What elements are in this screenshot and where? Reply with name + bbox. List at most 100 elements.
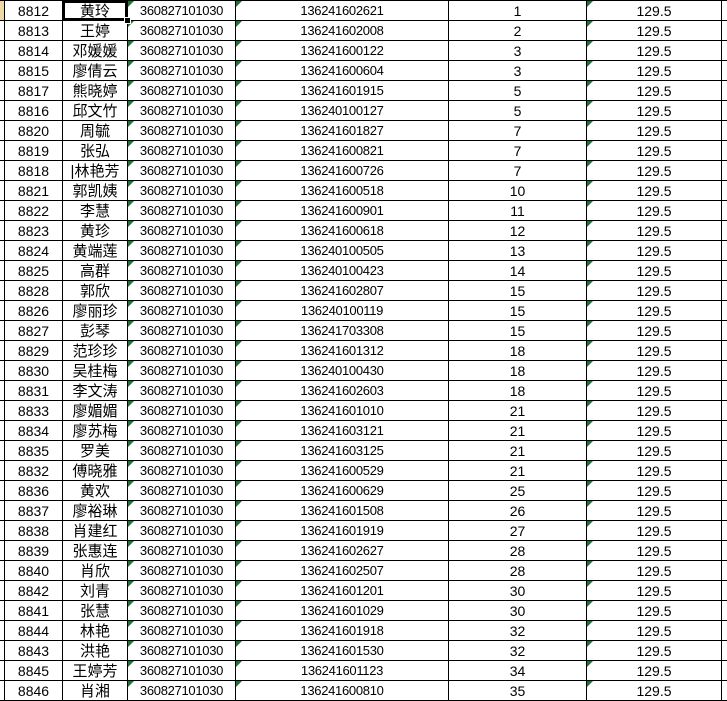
cell-name[interactable]: 黄玲 — [63, 1, 131, 24]
cell-id[interactable]: 8840 — [5, 561, 63, 581]
cell-name[interactable]: 罗美 — [63, 441, 128, 461]
cell-code[interactable]: 360827101030 — [128, 341, 236, 361]
cell-id[interactable]: 8813 — [5, 21, 63, 41]
cell-id[interactable]: 8833 — [5, 401, 63, 421]
cell-phone[interactable]: 136241601201 — [236, 581, 449, 601]
cell-id[interactable]: 8812 — [5, 1, 63, 21]
cell-code[interactable]: 360827101030 — [128, 141, 236, 161]
cell-code[interactable]: 360827101030 — [128, 561, 236, 581]
cell-score[interactable]: 129.5 — [587, 501, 722, 521]
cell-score[interactable]: 129.5 — [587, 121, 722, 141]
cell-phone[interactable]: 136241600618 — [236, 221, 449, 241]
cell-code[interactable]: 360827101030 — [128, 601, 236, 621]
cell-id[interactable]: 8826 — [5, 301, 63, 321]
cell-code[interactable]: 360827101030 — [128, 21, 236, 41]
cell-name[interactable]: 黄端莲 — [63, 241, 128, 261]
cell-code[interactable]: 360827101030 — [128, 481, 236, 501]
cell-code[interactable]: 360827101030 — [128, 421, 236, 441]
cell-id[interactable]: 8825 — [5, 261, 63, 281]
cell-rank[interactable]: 18 — [449, 361, 587, 381]
cell-phone[interactable]: 136241601029 — [236, 601, 449, 621]
cell-id[interactable]: 8845 — [5, 661, 63, 681]
cell-rank[interactable]: 15 — [449, 281, 587, 301]
cell-rank[interactable]: 27 — [449, 521, 587, 541]
cell-score[interactable]: 129.5 — [587, 261, 722, 281]
cell-phone[interactable]: 136241600810 — [236, 681, 449, 701]
cell-score[interactable]: 129.5 — [587, 341, 722, 361]
cell-code[interactable]: 360827101030 — [128, 441, 236, 461]
cell-score[interactable]: 129.5 — [587, 521, 722, 541]
cell-score[interactable]: 129.5 — [587, 101, 722, 121]
cell-id[interactable]: 8820 — [5, 121, 63, 141]
cell-rank[interactable]: 12 — [449, 221, 587, 241]
cell-score[interactable]: 129.5 — [587, 181, 722, 201]
cell-code[interactable]: 360827101030 — [128, 361, 236, 381]
cell-rank[interactable]: 21 — [449, 461, 587, 481]
cell-name[interactable]: 郭凯姨 — [63, 181, 128, 201]
cell-rank[interactable]: 28 — [449, 561, 587, 581]
cell-score[interactable]: 129.5 — [587, 401, 722, 421]
cell-phone[interactable]: 136241601827 — [236, 121, 449, 141]
cell-id[interactable]: 8818 — [5, 161, 63, 181]
cell-id[interactable]: 8827 — [5, 321, 63, 341]
cell-code[interactable]: 360827101030 — [128, 661, 236, 681]
cell-name[interactable]: 张弘 — [63, 141, 128, 161]
cell-rank[interactable]: 26 — [449, 501, 587, 521]
cell-id[interactable]: 8842 — [5, 581, 63, 601]
cell-id[interactable]: 8834 — [5, 421, 63, 441]
cell-score[interactable]: 129.5 — [587, 461, 722, 481]
cell-code[interactable]: 360827101030 — [128, 581, 236, 601]
cell-code[interactable]: 360827101030 — [128, 221, 236, 241]
cell-score[interactable]: 129.5 — [587, 561, 722, 581]
cell-id[interactable]: 8828 — [5, 281, 63, 301]
cell-name[interactable]: 彭琴 — [63, 321, 128, 341]
cell-rank[interactable]: 21 — [449, 441, 587, 461]
cell-rank[interactable]: 7 — [449, 141, 587, 161]
cell-phone[interactable]: 136241601508 — [236, 501, 449, 521]
cell-phone[interactable]: 136241601918 — [236, 621, 449, 641]
cell-id[interactable]: 8815 — [5, 61, 63, 81]
cell-code[interactable]: 360827101030 — [128, 521, 236, 541]
cell-name[interactable]: 洪艳 — [63, 641, 128, 661]
cell-score[interactable]: 129.5 — [587, 661, 722, 681]
cell-name[interactable]: 廖苏梅 — [63, 421, 128, 441]
cell-code[interactable]: 360827101030 — [128, 161, 236, 181]
cell-name[interactable]: 王婷芳 — [63, 661, 128, 681]
cell-name[interactable]: 高群 — [63, 261, 128, 281]
cell-rank[interactable]: 30 — [449, 601, 587, 621]
cell-score[interactable]: 129.5 — [587, 201, 722, 221]
cell-name[interactable]: 李慧 — [63, 201, 128, 221]
cell-phone[interactable]: 136241600726 — [236, 161, 449, 181]
cell-code[interactable]: 360827101030 — [128, 261, 236, 281]
cell-score[interactable]: 129.5 — [587, 621, 722, 641]
cell-code[interactable]: 360827101030 — [128, 41, 236, 61]
cell-rank[interactable]: 14 — [449, 261, 587, 281]
cell-code[interactable]: 360827101030 — [128, 301, 236, 321]
cell-score[interactable]: 129.5 — [587, 41, 722, 61]
cell-phone[interactable]: 136241600821 — [236, 141, 449, 161]
cell-phone[interactable]: 136241601312 — [236, 341, 449, 361]
cell-id[interactable]: 8839 — [5, 541, 63, 561]
cell-rank[interactable]: 21 — [449, 401, 587, 421]
cell-code[interactable]: 360827101030 — [128, 81, 236, 101]
cell-rank[interactable]: 10 — [449, 181, 587, 201]
cell-name[interactable]: 肖湘 — [63, 681, 128, 701]
cell-score[interactable]: 129.5 — [587, 421, 722, 441]
cell-phone[interactable]: 136241602807 — [236, 281, 449, 301]
cell-id[interactable]: 8830 — [5, 361, 63, 381]
cell-name[interactable]: 郭欣 — [63, 281, 128, 301]
cell-name[interactable]: 肖欣 — [63, 561, 128, 581]
cell-id[interactable]: 8838 — [5, 521, 63, 541]
cell-score[interactable]: 129.5 — [587, 301, 722, 321]
cell-score[interactable]: 129.5 — [587, 441, 722, 461]
cell-id[interactable]: 8835 — [5, 441, 63, 461]
cell-rank[interactable]: 30 — [449, 581, 587, 601]
cell-score[interactable]: 129.5 — [587, 481, 722, 501]
cell-name[interactable]: 廖裕琳 — [63, 501, 128, 521]
cell-phone[interactable]: 136241600901 — [236, 201, 449, 221]
cell-rank[interactable]: 5 — [449, 81, 587, 101]
cell-rank[interactable]: 18 — [449, 341, 587, 361]
cell-code[interactable]: 360827101030 — [128, 641, 236, 661]
cell-id[interactable]: 8832 — [5, 461, 63, 481]
cell-name[interactable]: 邱文竹 — [63, 101, 128, 121]
